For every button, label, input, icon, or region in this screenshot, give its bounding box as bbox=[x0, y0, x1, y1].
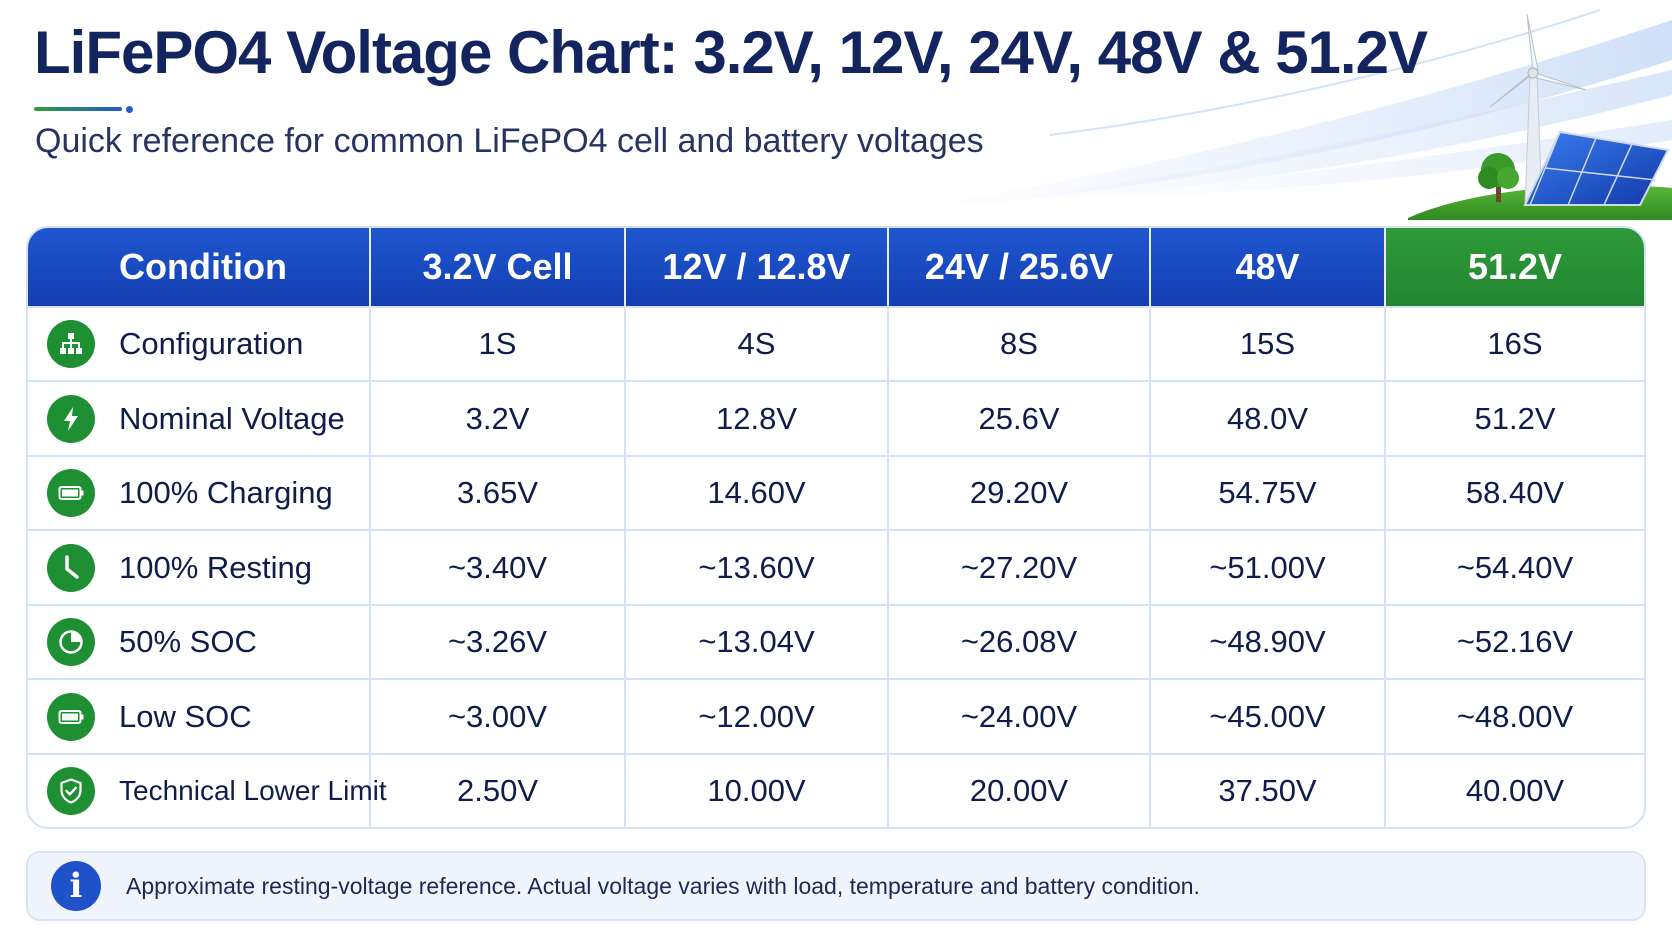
table-row: Configuration 1S 4S 8S 15S 16S bbox=[28, 307, 1644, 382]
clock-icon bbox=[47, 543, 95, 592]
value-cell: 3.2V bbox=[370, 381, 626, 456]
value-cell: 4S bbox=[625, 307, 889, 382]
value-cell: 48.0V bbox=[1150, 381, 1386, 456]
lightning-icon bbox=[47, 394, 95, 443]
condition-label: Low SOC bbox=[119, 698, 252, 734]
value-cell: ~48.90V bbox=[1150, 604, 1386, 680]
header-48v: 48V bbox=[1150, 228, 1386, 307]
condition-cell: 100% Charging bbox=[28, 455, 371, 531]
value-cell: ~12.00V bbox=[625, 679, 889, 754]
voltage-table: Condition 3.2V Cell 12V / 12.8V 24V / 25… bbox=[26, 226, 1646, 829]
header-24v: 24V / 25.6V bbox=[888, 228, 1151, 307]
value-cell: ~26.08V bbox=[888, 604, 1151, 680]
table-row: Technical Lower Limit 2.50V 10.00V 20.00… bbox=[28, 753, 1644, 827]
value-cell: ~3.00V bbox=[370, 679, 626, 754]
condition-cell: Low SOC bbox=[28, 679, 371, 754]
info-icon: i bbox=[51, 861, 101, 911]
value-cell: 14.60V bbox=[625, 455, 889, 531]
condition-label: Nominal Voltage bbox=[119, 400, 345, 436]
condition-label: Technical Lower Limit bbox=[119, 774, 387, 806]
value-cell: 1S bbox=[370, 307, 626, 382]
page-title: LiFePO4 Voltage Chart: 3.2V, 12V, 24V, 4… bbox=[34, 19, 1428, 86]
title-underline bbox=[34, 106, 133, 113]
value-cell: 37.50V bbox=[1150, 753, 1386, 827]
value-cell: 40.00V bbox=[1465, 772, 1565, 808]
value-cell: 2.50V bbox=[370, 753, 626, 827]
value-cell: ~13.04V bbox=[625, 604, 889, 680]
value-cell: 16S bbox=[1487, 326, 1543, 362]
value-cell: 29.20V bbox=[888, 455, 1151, 531]
tree-icon bbox=[1478, 153, 1519, 202]
value-cell: ~27.20V bbox=[888, 530, 1151, 605]
table-header-row: Condition 3.2V Cell 12V / 12.8V 24V / 25… bbox=[28, 228, 1644, 307]
table-row: 100% Resting ~3.40V ~13.60V ~27.20V ~51.… bbox=[28, 530, 1644, 605]
solar-panel-icon bbox=[1523, 130, 1670, 206]
info-note: i Approximate resting-voltage reference.… bbox=[26, 851, 1646, 921]
value-cell: ~24.00V bbox=[888, 679, 1151, 754]
battery-low-icon bbox=[47, 692, 95, 741]
value-cell: 25.6V bbox=[888, 381, 1151, 456]
table-row: 100% Charging 3.65V 14.60V 29.20V 54.75V… bbox=[28, 455, 1644, 531]
condition-label: 100% Charging bbox=[119, 475, 333, 511]
value-cell: ~48.00V bbox=[1456, 698, 1574, 734]
value-cell: ~3.26V bbox=[370, 604, 626, 680]
header-12v: 12V / 12.8V bbox=[625, 228, 889, 307]
condition-label: 100% Resting bbox=[119, 549, 313, 585]
value-cell: ~51.00V bbox=[1150, 530, 1386, 605]
value-cell: ~54.40V bbox=[1456, 549, 1574, 585]
condition-cell: Configuration bbox=[28, 307, 371, 382]
pie-half-icon bbox=[47, 618, 95, 667]
header-condition: Condition bbox=[28, 228, 371, 307]
table-row: Nominal Voltage 3.2V 12.8V 25.6V 48.0V 5… bbox=[28, 381, 1644, 456]
wind-turbine-icon bbox=[1489, 13, 1587, 206]
shield-check-icon bbox=[47, 766, 95, 815]
page-subtitle: Quick reference for common LiFePO4 cell … bbox=[35, 122, 984, 160]
table-row: 50% SOC ~3.26V ~13.04V ~26.08V ~48.90V ~… bbox=[28, 604, 1644, 680]
battery-full-icon bbox=[47, 469, 95, 518]
header-3-2v-cell: 3.2V Cell bbox=[370, 228, 626, 307]
table-row: Low SOC ~3.00V ~12.00V ~24.00V ~45.00V ~… bbox=[28, 679, 1644, 754]
condition-label: 50% SOC bbox=[119, 624, 257, 660]
network-icon bbox=[47, 320, 95, 369]
value-cell: ~13.60V bbox=[625, 530, 889, 605]
value-cell: 12.8V bbox=[625, 381, 889, 456]
condition-cell: 50% SOC bbox=[28, 604, 371, 680]
value-cell: 8S bbox=[888, 307, 1151, 382]
condition-cell: Nominal Voltage bbox=[28, 381, 371, 456]
value-cell: 51.2V bbox=[1474, 400, 1556, 436]
value-cell: ~45.00V bbox=[1150, 679, 1386, 754]
value-cell: 20.00V bbox=[888, 753, 1151, 827]
value-cell: 54.75V bbox=[1150, 455, 1386, 531]
header-51-2v: 51.2V bbox=[1385, 228, 1644, 307]
value-cell: ~52.16V bbox=[1456, 624, 1574, 660]
value-cell: 3.65V bbox=[370, 455, 626, 531]
value-cell: 15S bbox=[1150, 307, 1386, 382]
value-cell: ~3.40V bbox=[370, 530, 626, 605]
value-cell: 58.40V bbox=[1465, 475, 1565, 511]
condition-cell: Technical Lower Limit bbox=[28, 753, 387, 827]
note-text: Approximate resting-voltage reference. A… bbox=[126, 872, 1200, 899]
condition-cell: 100% Resting bbox=[28, 530, 371, 605]
value-cell: 10.00V bbox=[625, 753, 889, 827]
condition-label: Configuration bbox=[119, 326, 304, 362]
